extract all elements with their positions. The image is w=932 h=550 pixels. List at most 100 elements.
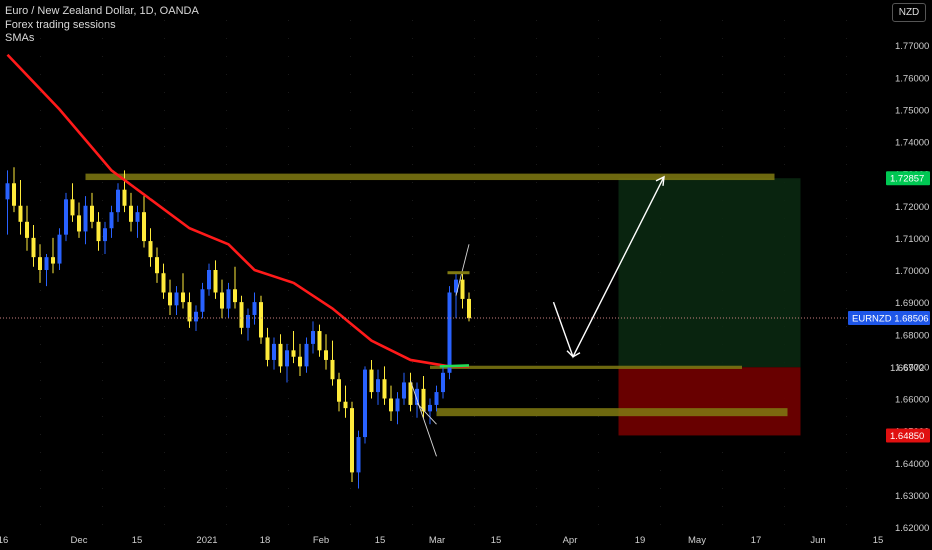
candle-body (363, 369, 367, 438)
grid-dot (40, 344, 41, 345)
grid-dot (102, 182, 103, 183)
grid-dot (102, 218, 103, 219)
grid-dot (226, 128, 227, 129)
candle-body (421, 388, 426, 412)
y-tick-label: 1.66000 (895, 395, 929, 406)
grid-dot (598, 308, 599, 309)
candle-body (83, 205, 88, 232)
y-tick-label: 1.74000 (895, 138, 929, 149)
grid-dot (784, 74, 785, 75)
grid-dot (226, 272, 227, 273)
grid-dot (846, 380, 847, 381)
grid-dot (226, 236, 227, 237)
grid-dot (846, 272, 847, 273)
grid-dot (722, 164, 723, 165)
top-flag (447, 271, 470, 275)
grid-dot (288, 254, 289, 255)
currency-button[interactable]: NZD (892, 3, 926, 22)
candle-body (272, 343, 276, 360)
grid-dot (536, 182, 537, 183)
grid-dot (598, 20, 599, 21)
candle-body (356, 437, 361, 473)
grid-dot (536, 362, 537, 363)
grid-dot (412, 488, 413, 489)
grid-dot (536, 506, 537, 507)
grid-dot (474, 380, 475, 381)
y-tick-label: 1.75000 (895, 105, 929, 116)
grid-dot (660, 146, 661, 147)
grid-dot (288, 326, 289, 327)
candle-body (252, 302, 257, 315)
candle-body (434, 392, 439, 405)
grid-dot (288, 218, 289, 219)
candle-body (285, 350, 289, 367)
grid-dot (846, 506, 847, 507)
grid-dot (40, 488, 41, 489)
grid-dot (722, 128, 723, 129)
grid-dot (40, 92, 41, 93)
grid-dot (536, 74, 537, 75)
candle-body (70, 199, 75, 216)
grid-dot (226, 254, 227, 255)
candle-body (57, 234, 62, 264)
grid-dot (846, 470, 847, 471)
indicator-sessions[interactable]: Forex trading sessions (5, 18, 116, 31)
grid-dot (474, 20, 475, 21)
grid-dot (226, 20, 227, 21)
grid-dot (350, 290, 351, 291)
candle-body (233, 289, 237, 303)
grid-dot (412, 506, 413, 507)
grid-dot (164, 272, 165, 273)
x-tick-label: 15 (375, 535, 386, 546)
candle-body (187, 302, 192, 322)
grid-dot (164, 200, 165, 201)
grid-dot (412, 416, 413, 417)
grid-dot (102, 308, 103, 309)
candle-body (200, 289, 205, 312)
grid-dot (226, 416, 227, 417)
grid-dot (846, 218, 847, 219)
grid-dot (784, 110, 785, 111)
candle-body (213, 270, 218, 293)
grid-dot (598, 200, 599, 201)
grid-dot (40, 128, 41, 129)
grid-dot (412, 200, 413, 201)
grid-dot (40, 434, 41, 435)
grid-dot (846, 92, 847, 93)
arrow-head-up (655, 175, 665, 186)
grid-dot (536, 416, 537, 417)
price-axis[interactable]: 1.770001.760001.750001.740001.730001.720… (895, 41, 929, 534)
grid-dot (40, 416, 41, 417)
grid-dot (164, 92, 165, 93)
symbol-title[interactable]: Euro / New Zealand Dollar, 1D, OANDA (5, 5, 199, 17)
grid-dot (474, 452, 475, 453)
grid-dot (598, 416, 599, 417)
grid-dot (350, 182, 351, 183)
grid-dot (164, 434, 165, 435)
grid-dot (598, 56, 599, 57)
grid-dot (846, 236, 847, 237)
candle-body (116, 189, 120, 213)
grid-dot (164, 380, 165, 381)
grid-dot (350, 92, 351, 93)
grid-dot (536, 308, 537, 309)
grid-dot (102, 524, 103, 525)
wedge-line (410, 380, 437, 457)
grid-dot (226, 110, 227, 111)
grid-dot (350, 128, 351, 129)
time-axis[interactable]: 16 Dec 15 2021 18 Feb 15 Mar 15 Apr 19 May 17 Jun 15 (0, 535, 883, 546)
grid-dot (474, 398, 475, 399)
grid-dot (474, 470, 475, 471)
candle-body (226, 289, 231, 309)
grid-dot (288, 146, 289, 147)
grid-dot (40, 200, 41, 201)
candle-body (415, 388, 419, 405)
grid-dot (598, 128, 599, 129)
grid-dot (102, 326, 103, 327)
candle-body (122, 189, 127, 206)
indicator-smas[interactable]: SMAs (5, 32, 35, 44)
grid-dot (164, 362, 165, 363)
grid-dot (102, 344, 103, 345)
grid-dot (536, 56, 537, 57)
